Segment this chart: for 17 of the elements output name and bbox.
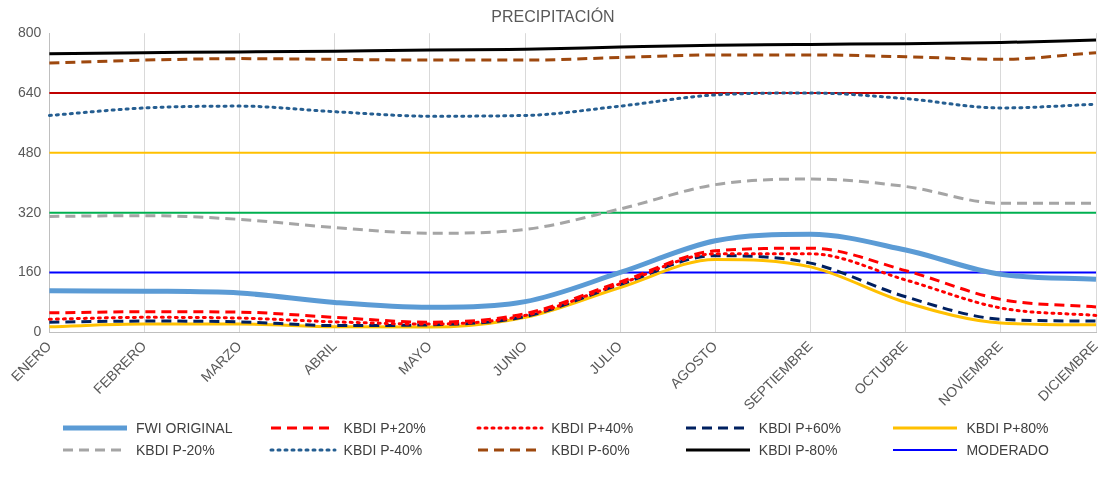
legend-label: KBDI P+20% xyxy=(343,420,426,436)
y-tick-label: 640 xyxy=(18,83,42,100)
legend-label: KBDI P+80% xyxy=(966,420,1049,436)
y-tick-label: 480 xyxy=(18,143,42,160)
legend-label: FWI ORIGINAL xyxy=(136,420,233,436)
chart-title: PRECIPITACIÓN xyxy=(491,7,615,26)
y-tick-label: 160 xyxy=(18,263,42,280)
legend-label: KBDI P+40% xyxy=(551,420,634,436)
legend-label: KBDI P-20% xyxy=(136,442,215,458)
legend-label: KBDI P-40% xyxy=(343,442,423,458)
y-tick-label: 800 xyxy=(18,24,42,41)
legend-label: MODERADO xyxy=(966,442,1049,458)
legend-label: KBDI P-80% xyxy=(758,442,838,458)
y-tick-label: 320 xyxy=(18,203,42,220)
y-tick-label: 0 xyxy=(33,323,42,340)
legend-label: KBDI P-60% xyxy=(551,442,630,458)
legend-label: KBDI P+60% xyxy=(758,420,841,436)
